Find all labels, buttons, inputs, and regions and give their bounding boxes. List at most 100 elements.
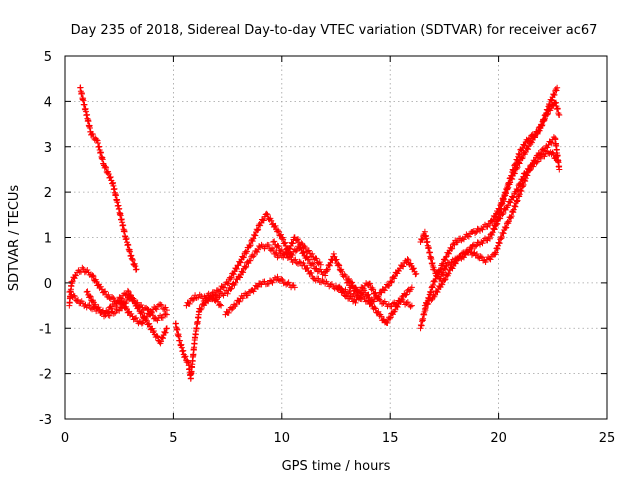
data-point <box>225 280 232 287</box>
data-point <box>479 226 486 233</box>
data-point <box>499 229 506 236</box>
data-point <box>534 130 541 137</box>
data-point <box>527 135 534 142</box>
data-point <box>237 259 244 266</box>
data-point <box>112 309 119 316</box>
data-point <box>428 297 435 304</box>
data-point <box>365 291 372 298</box>
data-point <box>291 284 298 291</box>
data-point <box>507 199 514 206</box>
data-point <box>337 267 344 274</box>
data-point <box>550 151 557 158</box>
data-point <box>512 203 519 210</box>
data-point <box>138 320 145 327</box>
data-point <box>205 298 212 305</box>
data-point <box>508 213 515 220</box>
data-point <box>328 280 335 287</box>
data-point <box>553 87 560 94</box>
data-point <box>516 180 523 187</box>
data-point <box>251 252 258 259</box>
data-point <box>360 285 367 292</box>
data-point <box>515 192 522 199</box>
data-point <box>154 317 161 324</box>
data-point <box>372 305 379 312</box>
data-point <box>89 272 96 279</box>
data-point <box>116 307 123 314</box>
data-point <box>461 251 468 258</box>
data-point <box>537 150 544 157</box>
data-point <box>338 268 345 275</box>
data-point <box>488 230 495 237</box>
data-point <box>404 256 411 263</box>
data-point <box>153 316 160 323</box>
y-tick-label: 2 <box>44 186 52 201</box>
data-point <box>395 268 402 275</box>
data-point <box>102 163 109 170</box>
data-point <box>209 296 216 303</box>
data-point <box>498 233 505 240</box>
data-point <box>240 269 247 276</box>
data-point <box>516 151 523 158</box>
data-point <box>297 259 304 266</box>
data-point <box>228 274 235 281</box>
data-point <box>349 283 356 290</box>
data-point <box>157 301 164 308</box>
data-point <box>132 263 139 270</box>
data-point <box>163 307 170 314</box>
data-point <box>362 289 369 296</box>
series-arc-13 <box>417 148 561 282</box>
data-point <box>342 273 349 280</box>
data-point <box>530 133 537 140</box>
data-point <box>134 299 141 306</box>
data-point <box>104 169 111 176</box>
data-point <box>264 211 271 218</box>
data-point <box>244 292 251 299</box>
data-point <box>537 121 544 128</box>
data-point <box>71 275 78 282</box>
data-point <box>518 147 525 154</box>
data-point <box>518 155 525 162</box>
data-point <box>272 222 279 229</box>
data-point <box>413 270 420 277</box>
data-point <box>270 247 277 254</box>
data-point <box>460 254 467 261</box>
data-point <box>445 250 452 257</box>
data-point <box>370 298 377 305</box>
data-point <box>250 235 257 242</box>
data-point <box>131 297 138 304</box>
data-point <box>336 262 343 269</box>
data-point <box>308 270 315 277</box>
data-point <box>387 279 394 286</box>
data-point <box>528 139 535 146</box>
data-point <box>486 235 493 242</box>
series-arc-4 <box>83 288 170 327</box>
data-point <box>87 293 94 300</box>
data-point <box>228 306 235 313</box>
data-point <box>271 238 278 245</box>
data-point <box>260 217 267 224</box>
data-point <box>407 303 414 310</box>
data-point <box>70 292 77 299</box>
data-point <box>128 310 135 317</box>
data-point <box>236 298 243 305</box>
data-point <box>278 246 285 253</box>
data-point <box>517 187 524 194</box>
data-point <box>86 293 93 300</box>
data-point <box>510 194 517 201</box>
data-point <box>278 275 285 282</box>
data-point <box>103 164 110 171</box>
data-point <box>215 294 222 301</box>
data-point <box>310 261 317 268</box>
data-point <box>146 320 153 327</box>
data-point <box>434 289 441 296</box>
data-point <box>85 302 92 309</box>
data-point <box>403 291 410 298</box>
data-point <box>158 302 165 309</box>
data-point <box>519 183 526 190</box>
data-point <box>182 353 189 360</box>
data-point <box>356 294 363 301</box>
data-point <box>524 172 531 179</box>
data-point <box>254 283 261 290</box>
data-point <box>516 191 523 198</box>
data-point <box>232 279 239 286</box>
